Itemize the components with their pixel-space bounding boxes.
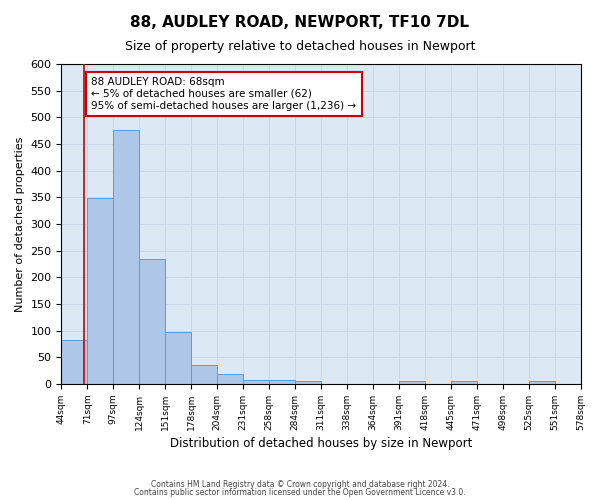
Bar — [88, 198, 113, 384]
Bar — [139, 258, 165, 384]
X-axis label: Distribution of detached houses by size in Newport: Distribution of detached houses by size … — [170, 437, 472, 450]
Bar — [61, 340, 88, 384]
Text: Size of property relative to detached houses in Newport: Size of property relative to detached ho… — [125, 40, 475, 53]
Bar — [295, 382, 321, 384]
Text: Contains HM Land Registry data © Crown copyright and database right 2024.: Contains HM Land Registry data © Crown c… — [151, 480, 449, 489]
Y-axis label: Number of detached properties: Number of detached properties — [15, 136, 25, 312]
Text: 88 AUDLEY ROAD: 68sqm
← 5% of detached houses are smaller (62)
95% of semi-detac: 88 AUDLEY ROAD: 68sqm ← 5% of detached h… — [91, 78, 356, 110]
Bar — [217, 374, 243, 384]
Bar — [399, 382, 425, 384]
Bar — [529, 382, 554, 384]
Text: 88, AUDLEY ROAD, NEWPORT, TF10 7DL: 88, AUDLEY ROAD, NEWPORT, TF10 7DL — [131, 15, 470, 30]
Bar — [269, 380, 295, 384]
Bar — [165, 332, 191, 384]
Bar — [451, 382, 476, 384]
Bar — [243, 380, 269, 384]
Text: Contains public sector information licensed under the Open Government Licence v3: Contains public sector information licen… — [134, 488, 466, 497]
Bar — [191, 365, 217, 384]
Bar — [113, 130, 139, 384]
